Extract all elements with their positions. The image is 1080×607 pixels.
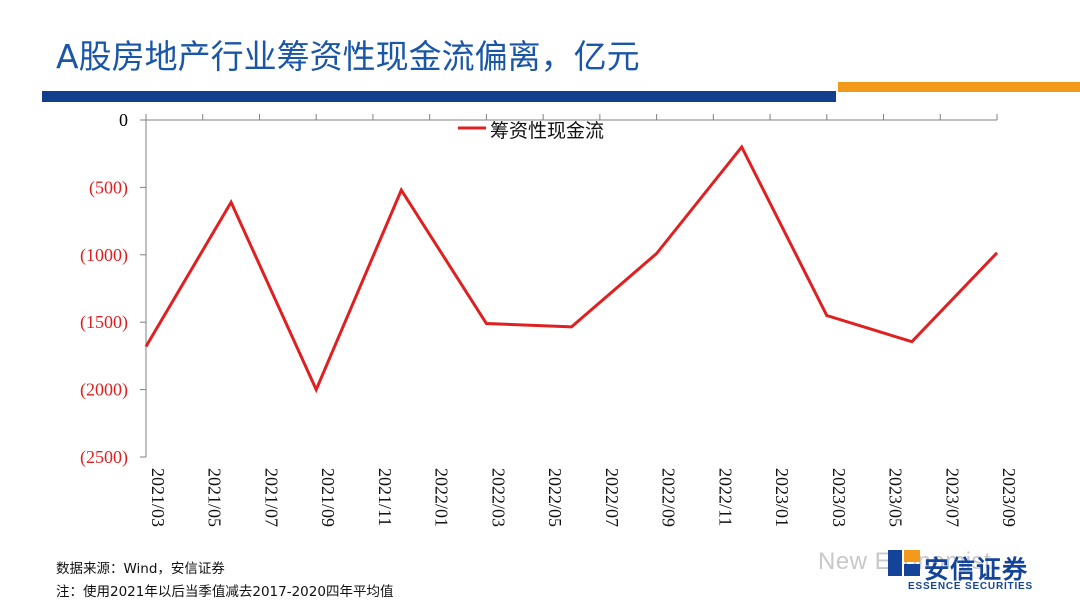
y-tick-label: 0 (119, 110, 128, 130)
series-line (144, 144, 999, 394)
legend-label: 筹资性现金流 (490, 120, 604, 142)
x-tick-label: 2022/07 (602, 468, 622, 527)
x-tick-label: 2023/05 (886, 468, 906, 527)
x-tick-label: 2022/09 (659, 468, 679, 527)
x-tick-label: 2023/01 (772, 468, 792, 527)
x-tick-label: 2023/09 (999, 468, 1019, 527)
x-tick-label: 2022/11 (715, 468, 735, 526)
x-tick-label: 2021/09 (318, 468, 338, 527)
x-tick-label: 2022/03 (488, 468, 508, 527)
logo-english-text: ESSENCE SECURITIES (908, 581, 1033, 592)
legend: 筹资性现金流 (458, 120, 604, 142)
essence-securities-logo: 安信证券 ESSENCE SECURITIES (888, 548, 1058, 596)
y-axis: 0 (500) (1000) (1500) (2000) (2500) (80, 110, 147, 468)
x-tick-label: 2021/05 (205, 468, 225, 527)
slide-title: A股房地产行业筹资性现金流偏离，亿元 (56, 37, 640, 76)
logo-mark-icon (888, 550, 920, 576)
x-tick-label: 2023/07 (942, 468, 962, 527)
x-axis: 2021/03 2021/05 2021/07 2021/09 2021/11 2022/… (145, 114, 1019, 527)
y-tick-label: (1000) (80, 245, 128, 266)
x-tick-label: 2021/11 (375, 468, 395, 526)
method-note: 注：使用2021年以后当季值减去2017-2020四年平均值 (56, 584, 394, 600)
logo-chinese-text: 安信证券 (924, 555, 1029, 584)
header-rule-orange (838, 82, 1080, 92)
y-tick-label: (2000) (80, 380, 128, 401)
source-note: 数据来源：Wind，安信证券 (56, 561, 225, 577)
x-tick-label: 2021/07 (261, 468, 281, 527)
x-tick-label: 2022/01 (432, 468, 452, 527)
y-tick-label: (1500) (80, 312, 128, 333)
series-layer (144, 144, 999, 394)
x-tick-label: 2022/05 (545, 468, 565, 527)
x-tick-label: 2021/03 (148, 468, 168, 527)
header-rule-blue (42, 91, 836, 102)
y-tick-label: (500) (89, 177, 128, 198)
x-tick-label: 2023/03 (829, 468, 849, 527)
y-tick-label: (2500) (80, 447, 128, 468)
